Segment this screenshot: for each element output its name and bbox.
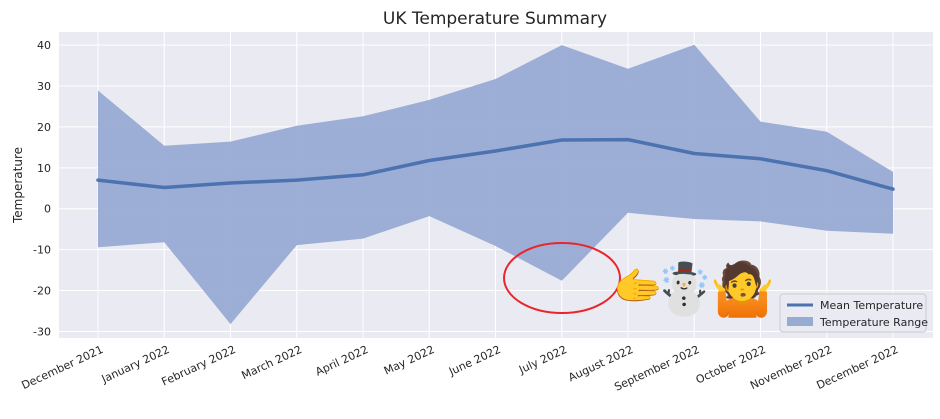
y-tick-label: 10 <box>37 162 51 175</box>
x-tick-label: March 2022 <box>240 343 304 382</box>
legend-entry-mean: Mean Temperature <box>820 299 923 312</box>
legend-box <box>779 293 927 333</box>
temperature-range-band <box>98 44 893 325</box>
x-tick-label: June 2022 <box>446 343 503 379</box>
snowman-emoji: ☃️ <box>653 260 715 319</box>
y-tick-label: -10 <box>33 244 51 257</box>
legend-entry-range: Temperature Range <box>819 316 928 329</box>
x-tick-label: July 2022 <box>516 343 569 377</box>
y-tick-label: 20 <box>37 121 51 134</box>
range-area <box>98 44 893 325</box>
y-axis-ticks: 40 30 20 10 0 -10 -20 -30 <box>33 39 51 338</box>
x-tick-label: April 2022 <box>313 343 370 379</box>
x-tick-label: February 2022 <box>160 343 238 389</box>
x-tick-label: May 2022 <box>382 343 437 378</box>
legend: Mean Temperature Temperature Range <box>779 293 928 333</box>
x-tick-label: December 2021 <box>20 343 106 392</box>
pointing-hand-emoji: 🫱 <box>613 264 663 310</box>
y-tick-label: 40 <box>37 39 51 52</box>
y-tick-label: 0 <box>44 203 51 216</box>
mean-temperature-line <box>96 137 895 191</box>
y-axis-label: Temperature <box>11 147 25 224</box>
y-tick-label: -20 <box>33 285 51 298</box>
chart-title: UK Temperature Summary <box>383 9 607 29</box>
legend-band-swatch <box>787 317 813 326</box>
y-tick-label: -30 <box>33 325 51 338</box>
annotation-ring <box>503 242 621 314</box>
shrug-emoji: 🤷 <box>710 258 775 320</box>
y-tick-label: 30 <box>37 80 51 93</box>
